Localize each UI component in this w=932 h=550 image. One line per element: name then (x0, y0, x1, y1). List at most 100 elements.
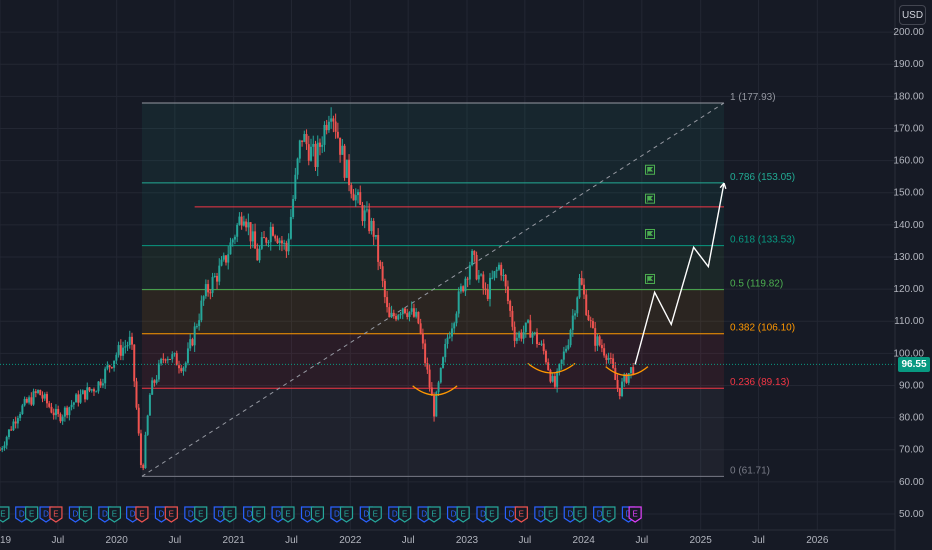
candle-body (218, 265, 221, 282)
candle-body (133, 344, 136, 382)
time-axis[interactable]: 2019 Jul 2020 Jul 2021 Jul 2022 Jul 2023 Jul 2024 J… (0, 535, 829, 546)
candle-body (180, 368, 183, 372)
event-marker-icon[interactable] (339, 506, 354, 523)
candle-body (52, 412, 55, 416)
candle-body (10, 429, 13, 431)
candle-body (585, 294, 588, 316)
candle-body (484, 288, 487, 290)
candle-body (596, 336, 599, 346)
event-marker-icon[interactable] (251, 506, 266, 523)
event-marker-icon[interactable] (281, 506, 295, 523)
candle-body (408, 311, 411, 317)
candle-body (115, 354, 118, 361)
time-tick-label: Jul (168, 535, 181, 546)
event-marker-icon[interactable] (223, 506, 237, 523)
candle-body (542, 343, 545, 352)
fib-level-label: 0.618 (133.53) (730, 235, 795, 246)
event-marker-icon[interactable] (368, 506, 382, 523)
event-marker-icon[interactable] (310, 506, 325, 523)
candle-body (318, 142, 321, 147)
price-axis-panel[interactable] (895, 0, 932, 550)
time-tick-label: Jul (635, 535, 648, 546)
candle-body (522, 332, 525, 339)
event-marker-icon[interactable] (107, 506, 122, 523)
candle-body (99, 381, 102, 386)
event-marker-icon[interactable] (573, 506, 587, 523)
candle-body (63, 407, 66, 417)
candle-body (5, 437, 8, 446)
candle-body (471, 250, 474, 266)
candle-body (401, 308, 404, 315)
event-marker-icon[interactable] (194, 506, 208, 523)
event-marker-letter: E (632, 510, 637, 519)
currency-button[interactable]: USD (899, 5, 926, 25)
candle-body (247, 222, 250, 228)
candle-body (412, 308, 415, 317)
event-marker-icon[interactable] (514, 506, 528, 523)
event-marker-letter: D (130, 510, 136, 519)
candle-body (567, 345, 570, 349)
event-marker-icon[interactable] (544, 506, 558, 523)
candle-body (274, 235, 277, 239)
event-marker-icon[interactable] (78, 506, 92, 523)
candle-body (365, 209, 368, 211)
candle-body (166, 359, 169, 361)
event-marker-letter: D (247, 510, 253, 519)
candle-body (345, 159, 348, 178)
fib-levels: 1 (177.93) 0.786 (153.05) 0.618 (133.53) 0.… (141, 92, 795, 477)
price-tick-label: 110.00 (894, 316, 924, 327)
price-axis[interactable]: 50.00 60.00 70.00 80.00 90.00 100.00 110.00 120… (893, 27, 924, 520)
candlesticks[interactable] (0, 107, 635, 471)
candle-body (7, 429, 10, 438)
event-marker-icon[interactable] (628, 506, 642, 523)
event-marker-icon[interactable] (602, 506, 616, 523)
price-tick-label: 160.00 (893, 156, 924, 167)
event-marker-icon[interactable] (25, 506, 39, 523)
candle-body (574, 313, 577, 316)
candle-body (513, 326, 516, 341)
trend-line (141, 102, 725, 477)
candle-body (562, 351, 565, 360)
event-marker-icon[interactable] (427, 506, 441, 523)
event-marker-icon[interactable] (0, 506, 10, 523)
candle-body (419, 323, 422, 334)
candle-body (269, 226, 272, 243)
event-marker-icon[interactable] (49, 506, 63, 523)
candle-body (233, 236, 236, 240)
candle-body (377, 234, 380, 262)
fib-level-label: 0.5 (119.82) (730, 279, 783, 290)
candle-body (178, 365, 180, 369)
candle-body (75, 394, 78, 403)
candle-body (533, 332, 536, 334)
event-marker-letter: D (597, 510, 603, 519)
candle-body (493, 271, 496, 278)
candle-body (72, 402, 75, 405)
candle-body (625, 374, 628, 383)
event-marker-icon[interactable] (485, 506, 499, 523)
candle-body (330, 118, 333, 122)
candle-body (560, 359, 563, 365)
candle-body (59, 414, 62, 422)
candle-body (54, 408, 57, 416)
event-marker-letter: D (188, 510, 194, 519)
candle-body (191, 339, 194, 346)
candle-body (442, 357, 445, 368)
time-tick-label: Jul (51, 535, 64, 546)
event-marker-letter: E (0, 510, 5, 519)
event-marker-icon[interactable] (456, 506, 470, 523)
event-marker-icon[interactable] (164, 506, 178, 523)
candle-body (415, 311, 418, 317)
event-marker-icon[interactable] (135, 506, 149, 523)
flag-icon (645, 228, 656, 239)
candle-body (421, 333, 424, 344)
candle-body (305, 134, 308, 145)
event-marker-icon[interactable] (398, 506, 412, 523)
candle-body (334, 121, 337, 132)
candle-body (587, 315, 590, 321)
candle-body (66, 407, 69, 416)
event-marker-letter: D (392, 510, 398, 519)
candle-body (399, 314, 402, 316)
